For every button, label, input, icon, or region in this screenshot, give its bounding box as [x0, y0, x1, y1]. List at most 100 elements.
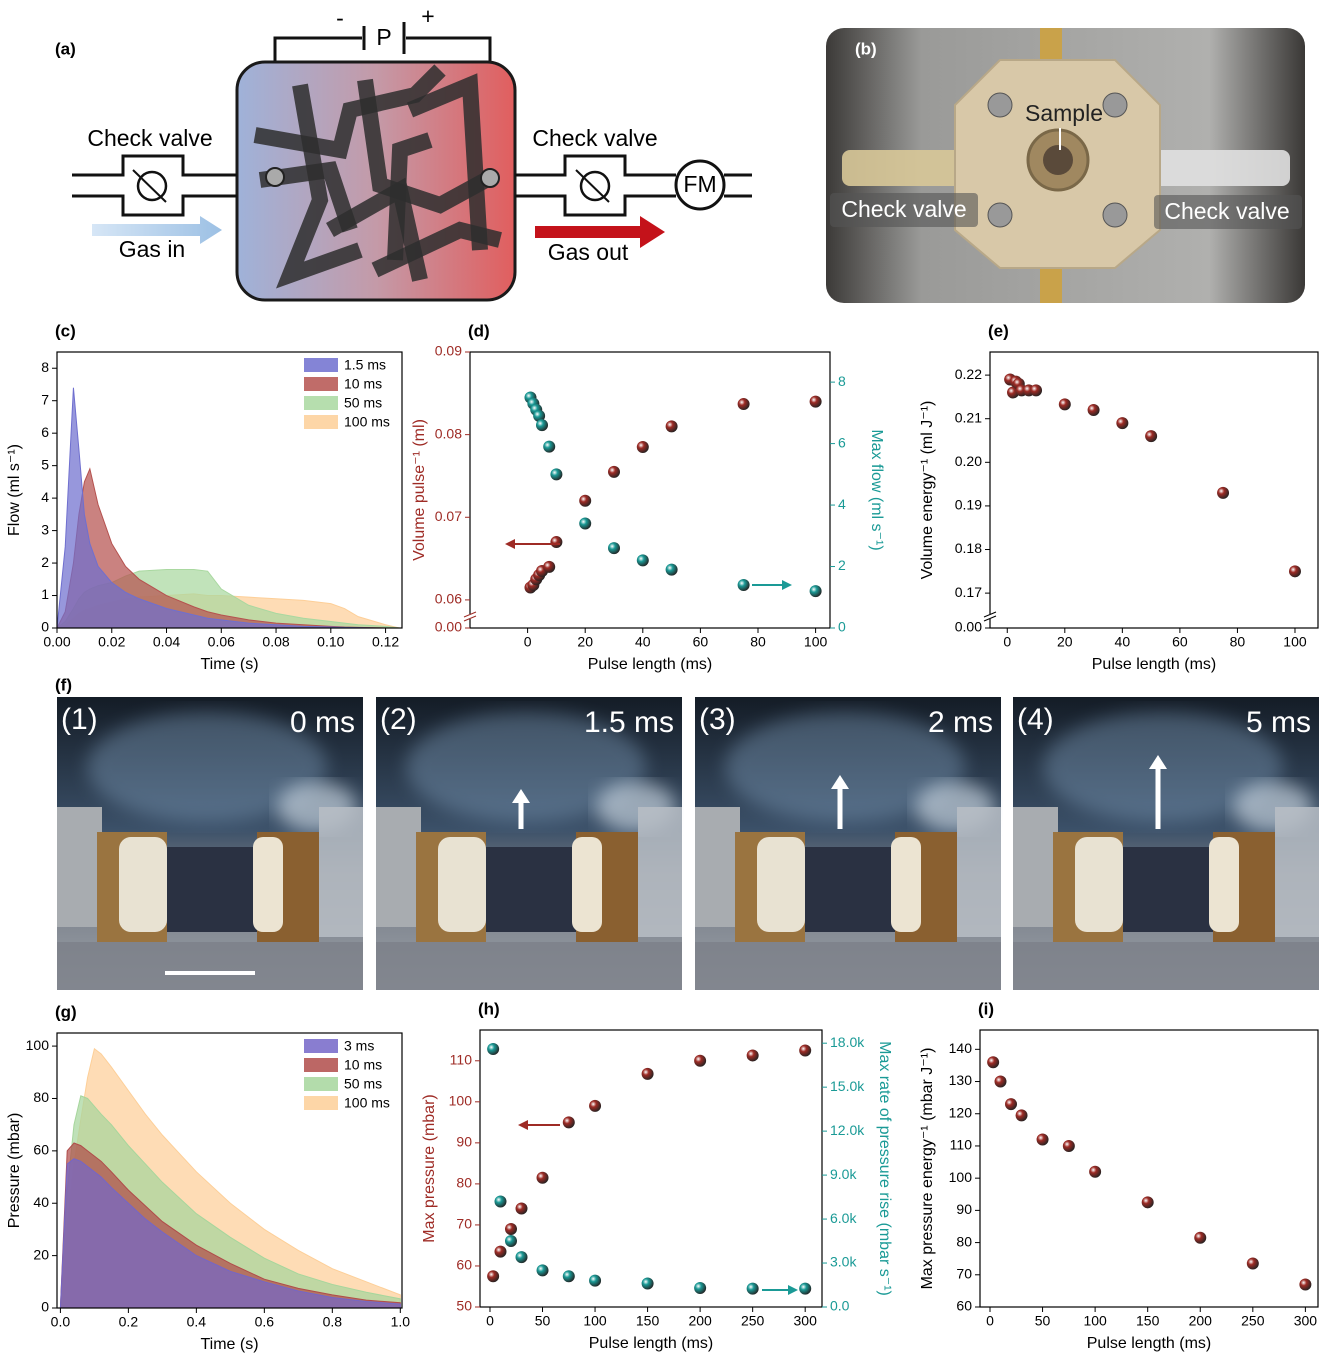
point	[563, 1270, 575, 1282]
point	[550, 536, 562, 548]
base	[695, 942, 1001, 990]
right-block	[319, 807, 363, 937]
x-axis-label: Pulse length (ms)	[589, 1335, 714, 1352]
y2-axis-label: Max flow (ml s⁻¹)	[868, 429, 885, 550]
y-tick-label: 5	[41, 456, 49, 472]
point	[799, 1045, 811, 1057]
screw	[1103, 93, 1127, 117]
y-tick-label: 50	[456, 1298, 472, 1314]
frame-index: (4)	[1017, 703, 1054, 736]
point	[1217, 487, 1229, 499]
point	[1005, 1098, 1017, 1110]
valve-label: Check valve	[87, 125, 212, 151]
x-tick-label: 0	[1003, 634, 1011, 650]
point	[637, 554, 649, 566]
sample-rod	[1123, 847, 1218, 932]
y-tick-label: 100	[26, 1037, 50, 1053]
y-tick-label: 8	[41, 359, 49, 375]
point	[1247, 1258, 1259, 1270]
x-axis-label: Pulse length (ms)	[1092, 656, 1217, 673]
frame-index: (3)	[699, 703, 736, 736]
y-tick-label: 0.07	[435, 508, 462, 524]
chart: (d)0204060801000.060.070.080.090.0002468…	[411, 321, 885, 673]
x-tick-label: 100	[804, 634, 828, 650]
y-axis-label: Max pressure energy⁻¹ (mbar J⁻¹)	[919, 1048, 936, 1290]
point	[747, 1049, 759, 1061]
y2-tick-label: 0.0	[830, 1298, 850, 1314]
y-tick-label: 80	[456, 1175, 472, 1191]
x-tick-label: 250	[741, 1313, 765, 1329]
y-tick-label: 7	[41, 391, 49, 407]
y2-tick-label: 2	[838, 557, 846, 573]
base	[376, 942, 682, 990]
y-axis-label: Max pressure (mbar)	[421, 1094, 438, 1242]
point	[494, 1195, 506, 1207]
y2-tick-label: 0	[838, 619, 846, 635]
x-tick-label: 20	[1057, 634, 1073, 650]
y-tick-label: 0.22	[955, 366, 982, 382]
y-axis-label: Pressure (mbar)	[6, 1113, 23, 1229]
y-tick-label: 90	[456, 1134, 472, 1150]
y-tick-label: 0.00	[955, 619, 982, 635]
y-tick-label: 80	[33, 1089, 49, 1105]
legend-swatch	[304, 1096, 338, 1110]
right-connector	[1150, 150, 1290, 186]
diagram: (a) P - + Check valve Gas in Check valve…	[55, 3, 752, 300]
x-tick-label: 0	[986, 1313, 994, 1329]
chart: (c)0.000.020.040.060.080.100.12012345678…	[6, 321, 402, 673]
point	[642, 1278, 654, 1290]
x-tick-label: 60	[693, 634, 709, 650]
point	[995, 1076, 1007, 1088]
frame-index: (1)	[61, 703, 98, 736]
point	[810, 396, 822, 408]
point	[505, 1235, 517, 1247]
y-tick-label: 0.18	[955, 540, 982, 556]
point	[608, 542, 620, 554]
y-tick-label: 70	[956, 1265, 972, 1281]
point	[1088, 404, 1100, 416]
axis-arrow-head	[518, 1120, 528, 1130]
frames: (1)0 ms(2)1.5 ms(3)2 ms(4)5 ms	[57, 697, 1319, 990]
point	[543, 441, 555, 453]
chart: (g)0.00.20.40.60.81.0020406080100Time (s…	[6, 1002, 410, 1353]
y-tick-label: 0.06	[435, 591, 462, 607]
x-tick-label: 250	[1241, 1313, 1265, 1329]
x-tick-label: 300	[794, 1313, 818, 1329]
y-tick-label: 0.21	[955, 409, 982, 425]
screw	[988, 93, 1012, 117]
axis-arrow-head	[782, 580, 792, 590]
frame: (3)2 ms	[695, 697, 1001, 990]
left-block	[376, 807, 421, 927]
y-tick-label: 0.09	[435, 343, 462, 359]
y2-tick-label: 6	[838, 434, 846, 450]
legend-swatch	[304, 1039, 338, 1053]
panel-label: (b)	[855, 39, 877, 58]
y-tick-label: 110	[950, 1137, 973, 1153]
right-cap	[572, 837, 602, 932]
right-cap	[891, 837, 921, 932]
panel-label: (f)	[55, 675, 72, 694]
point	[516, 1203, 528, 1215]
valve-label: Check valve	[1164, 198, 1289, 224]
y-axis-label: Volume energy⁻¹ (ml J⁻¹)	[919, 401, 936, 580]
legend-label: 10 ms	[344, 376, 382, 392]
point	[799, 1283, 811, 1295]
point	[1089, 1166, 1101, 1178]
y2-tick-label: 3.0k	[830, 1254, 857, 1270]
gas-in-label: Gas in	[119, 236, 185, 262]
x-tick-label: 300	[1294, 1313, 1318, 1329]
y-tick-label: 0.20	[955, 453, 982, 469]
legend-label: 100 ms	[344, 414, 390, 430]
screw	[1103, 203, 1127, 227]
plus-label: +	[421, 3, 434, 29]
x-tick-label: 0.02	[98, 634, 125, 650]
legend-swatch	[304, 377, 338, 391]
point	[589, 1275, 601, 1287]
valve-label: Check valve	[841, 196, 966, 222]
left-cap	[757, 837, 805, 932]
point	[694, 1282, 706, 1294]
y-axis-label: Volume pulse⁻¹ (ml)	[411, 419, 428, 561]
point	[666, 420, 678, 432]
y-tick-label: 4	[41, 489, 49, 505]
point	[1063, 1140, 1075, 1152]
